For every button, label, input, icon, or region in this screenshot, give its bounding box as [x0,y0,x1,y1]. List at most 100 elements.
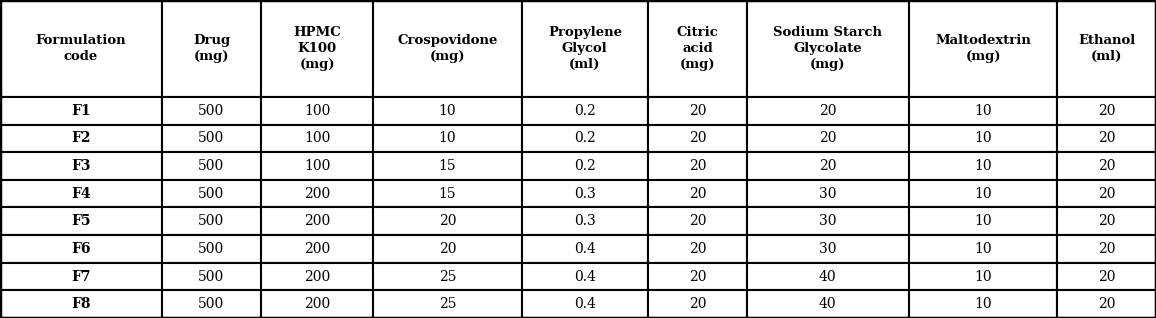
Text: 20: 20 [1098,242,1116,256]
Text: F8: F8 [72,297,91,311]
Bar [0,180,162,207]
Text: 200: 200 [304,242,331,256]
Bar [373,0,521,97]
Text: F3: F3 [72,159,91,173]
Bar [373,125,521,152]
Text: 20: 20 [820,131,837,145]
Bar [261,263,373,290]
Bar [373,207,521,235]
Text: 10: 10 [975,242,992,256]
Bar [909,263,1057,290]
Text: 10: 10 [975,214,992,228]
Bar [1057,180,1156,207]
Bar [521,0,649,97]
Text: F4: F4 [72,187,91,201]
Text: Maltodextrin
(mg): Maltodextrin (mg) [935,34,1031,63]
Text: 100: 100 [304,159,331,173]
Bar [909,207,1057,235]
Text: 20: 20 [1098,131,1116,145]
Bar [521,152,649,180]
Bar [747,235,909,263]
Bar [261,290,373,318]
Text: Ethanol
(ml): Ethanol (ml) [1077,34,1135,63]
Bar [373,180,521,207]
Text: 20: 20 [439,214,457,228]
Text: 10: 10 [439,131,457,145]
Bar [649,290,747,318]
Text: 500: 500 [199,214,224,228]
Text: 200: 200 [304,187,331,201]
Text: 20: 20 [1098,214,1116,228]
Bar [0,235,162,263]
Bar [1057,290,1156,318]
Bar [1057,235,1156,263]
Bar [373,290,521,318]
Text: 10: 10 [975,297,992,311]
Bar [909,97,1057,125]
Text: 25: 25 [439,297,457,311]
Bar [373,263,521,290]
Text: 20: 20 [1098,159,1116,173]
Text: 500: 500 [199,270,224,284]
Bar [649,180,747,207]
Text: 20: 20 [1098,270,1116,284]
Text: Citric
acid
(mg): Citric acid (mg) [676,26,718,71]
Text: 20: 20 [689,214,706,228]
Bar [162,180,261,207]
Bar [649,263,747,290]
Text: 100: 100 [304,131,331,145]
Text: 200: 200 [304,214,331,228]
Bar [649,207,747,235]
Bar [521,207,649,235]
Text: 500: 500 [199,242,224,256]
Bar [747,152,909,180]
Text: 100: 100 [304,104,331,118]
Bar [1057,125,1156,152]
Bar [162,97,261,125]
Text: 30: 30 [820,242,837,256]
Text: Propylene
Glycol
(ml): Propylene Glycol (ml) [548,26,622,71]
Text: 0.4: 0.4 [573,242,595,256]
Bar [373,152,521,180]
Text: 0.3: 0.3 [575,214,595,228]
Text: 500: 500 [199,131,224,145]
Bar [747,290,909,318]
Bar [0,290,162,318]
Text: Sodium Starch
Glycolate
(mg): Sodium Starch Glycolate (mg) [773,26,882,71]
Text: 0.3: 0.3 [575,187,595,201]
Bar [747,97,909,125]
Text: 20: 20 [820,159,837,173]
Bar [521,263,649,290]
Text: 10: 10 [975,187,992,201]
Text: 0.4: 0.4 [573,297,595,311]
Bar [0,263,162,290]
Bar [261,0,373,97]
Bar [649,235,747,263]
Bar [521,97,649,125]
Text: Drug
(mg): Drug (mg) [193,34,230,63]
Bar [649,97,747,125]
Text: 500: 500 [199,297,224,311]
Bar [909,180,1057,207]
Text: 40: 40 [820,270,837,284]
Bar [909,235,1057,263]
Bar [521,235,649,263]
Text: 20: 20 [689,242,706,256]
Text: 25: 25 [439,270,457,284]
Bar [261,235,373,263]
Text: F6: F6 [72,242,91,256]
Bar [373,97,521,125]
Text: 20: 20 [1098,104,1116,118]
Bar [261,97,373,125]
Bar [649,125,747,152]
Bar [521,290,649,318]
Bar [909,0,1057,97]
Text: 10: 10 [975,131,992,145]
Bar [373,235,521,263]
Text: 15: 15 [439,159,457,173]
Text: F2: F2 [72,131,91,145]
Text: 0.2: 0.2 [575,159,595,173]
Text: 20: 20 [820,104,837,118]
Text: F7: F7 [72,270,91,284]
Bar [162,125,261,152]
